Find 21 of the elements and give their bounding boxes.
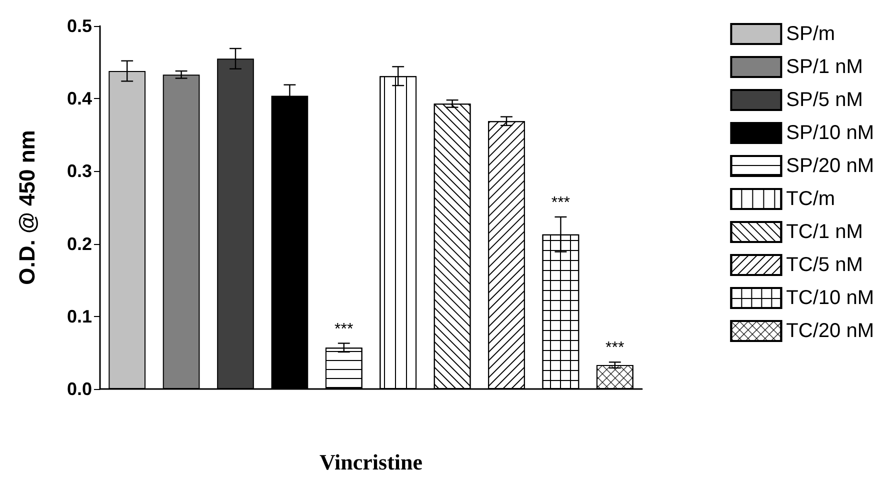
data-label: *** <box>606 340 624 357</box>
text: 0.0 <box>66 379 92 399</box>
legend-label: SP/m <box>786 23 836 45</box>
y-tick-label: 0.3 <box>66 161 92 182</box>
y-axis-title: O.D. @ 450 nm <box>14 130 40 285</box>
legend-label: TC/1 nM <box>786 221 863 243</box>
y-tick-label: 0.2 <box>66 234 92 254</box>
data-label: *** <box>551 194 570 212</box>
data-label: *** <box>334 320 354 338</box>
legend-label: SP/5 nM <box>786 89 863 111</box>
legend-label: SP/1 nM <box>786 56 863 78</box>
y-tick-label: 0.5 <box>66 16 92 36</box>
legend-label: TC/5 nM <box>786 254 863 276</box>
legend-label: TC/20 nM <box>786 320 874 342</box>
y-tick-label: 0.1 <box>66 306 92 326</box>
legend-label: TC/m <box>786 188 836 210</box>
x-axis-title: Vincristine <box>319 450 423 474</box>
legend-label: SP/20 nM <box>786 155 874 177</box>
legend-label: TC/10 nM <box>786 287 874 309</box>
y-tick-label: 0.4 <box>66 88 92 109</box>
legend-label: SP/10 nM <box>786 122 874 144</box>
